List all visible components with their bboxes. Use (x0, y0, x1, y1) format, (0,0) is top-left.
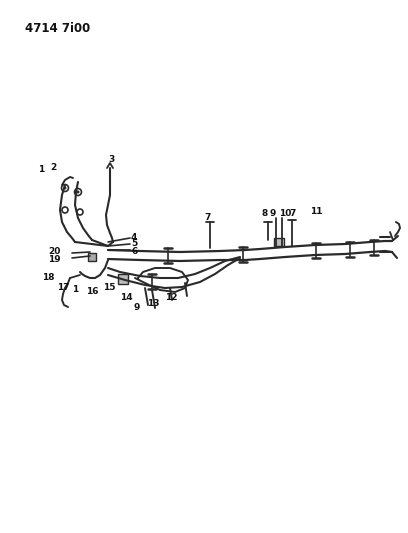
Text: 9: 9 (134, 303, 140, 312)
Bar (118, 274, 128, 284)
Text: 1: 1 (72, 285, 78, 294)
Text: 6: 6 (131, 246, 137, 255)
Text: 20: 20 (48, 247, 60, 256)
Text: 2: 2 (50, 163, 56, 172)
Text: 14: 14 (120, 294, 133, 303)
Text: 7: 7 (289, 209, 295, 219)
Text: 3: 3 (108, 156, 114, 165)
Text: 15: 15 (103, 284, 115, 293)
Text: 19: 19 (48, 254, 61, 263)
Text: 8: 8 (261, 209, 267, 219)
Text: 10: 10 (279, 209, 291, 219)
Text: 4714 7i00: 4714 7i00 (25, 21, 90, 35)
Circle shape (77, 190, 80, 193)
Text: 12: 12 (165, 294, 177, 303)
Text: 9: 9 (270, 209, 276, 219)
Text: 5: 5 (131, 239, 137, 248)
Text: 16: 16 (86, 287, 98, 296)
Text: 1: 1 (38, 166, 44, 174)
Text: 4: 4 (131, 232, 137, 241)
Text: 17: 17 (57, 284, 70, 293)
Text: 11: 11 (310, 207, 322, 216)
Circle shape (64, 187, 67, 190)
Text: 7: 7 (204, 214, 211, 222)
Bar (274, 238, 284, 246)
Text: 13: 13 (147, 298, 160, 308)
Bar (88, 253, 96, 261)
Text: 18: 18 (42, 272, 55, 281)
